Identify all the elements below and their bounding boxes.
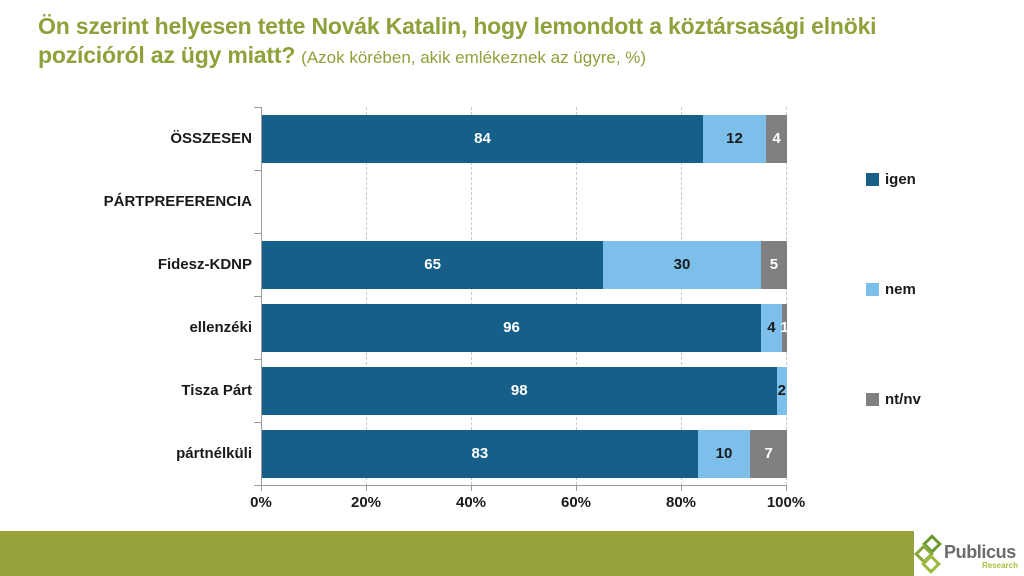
bar-segment-ntnv: 1 xyxy=(780,303,789,352)
x-axis: 0% 20% 40% 60% 80% 100% xyxy=(250,485,805,515)
bar-segment-igen: 98 xyxy=(262,366,777,415)
bar-value-label: 30 xyxy=(673,256,691,273)
legend-item-nem: nem xyxy=(866,281,916,298)
bar-value-label: 65 xyxy=(424,256,441,273)
x-axis-tick xyxy=(366,485,367,491)
legend-label: nem xyxy=(885,281,916,298)
bar-row: 83 10 7 xyxy=(262,429,787,478)
x-axis-tick-label: 20% xyxy=(350,494,382,511)
x-axis-tick xyxy=(576,485,577,491)
bar-value-label: 4 xyxy=(767,319,776,336)
legend-item-ntnv: nt/nv xyxy=(866,391,921,408)
bar-value-label: 83 xyxy=(471,445,489,462)
bar-segment-nem: 12 xyxy=(703,114,766,163)
bar-segment-igen: 96 xyxy=(262,303,761,352)
category-axis: ÖSSZESEN PÁRTPREFERENCIA Fidesz-KDNP ellenz… xyxy=(20,107,252,485)
bar-value-label: 7 xyxy=(764,445,773,462)
gridline xyxy=(576,107,577,485)
legend-swatch xyxy=(866,283,879,296)
bar-row: 98 2 xyxy=(262,366,787,415)
x-axis-tick xyxy=(681,485,682,491)
x-axis-tick-label: 60% xyxy=(560,494,592,511)
x-axis-tick xyxy=(786,485,787,491)
y-axis-tick xyxy=(254,422,262,423)
chart-title: Ön szerint helyesen tette Novák Katalin,… xyxy=(38,12,983,71)
gridline xyxy=(471,107,472,485)
bar-segment-nem: 4 xyxy=(761,303,782,352)
legend-label: igen xyxy=(885,171,916,188)
category-label: Fidesz-KDNP xyxy=(157,256,252,273)
bar-row: 65 30 5 xyxy=(262,240,787,289)
footer-bar xyxy=(0,531,914,576)
category-label: Tisza Párt xyxy=(181,382,252,399)
title-main: Ön szerint helyesen tette Novák Katalin,… xyxy=(38,13,877,69)
brand-subtitle: Research xyxy=(981,561,1018,570)
category-label: PÁRTPREFERENCIA xyxy=(103,193,252,210)
category-label: ÖSSZESEN xyxy=(170,130,252,147)
legend-item-igen: igen xyxy=(866,171,916,188)
bar-segment-nem: 10 xyxy=(697,429,751,478)
bar-value-label: 2 xyxy=(777,382,786,399)
x-axis-line xyxy=(255,485,787,486)
category-label: ellenzéki xyxy=(189,319,252,336)
bar-value-label: 12 xyxy=(726,130,743,147)
bar-segment-igen: 83 xyxy=(262,429,698,478)
gridline xyxy=(786,107,787,485)
bar-segment-ntnv: 7 xyxy=(750,429,787,478)
bar-value-label: 1 xyxy=(780,319,789,336)
bar-value-label: 4 xyxy=(772,130,781,147)
bar-value-label: 5 xyxy=(769,256,779,273)
legend-swatch xyxy=(866,393,879,406)
bar-segment-igen: 65 xyxy=(262,240,604,289)
x-axis-tick-label: 80% xyxy=(665,494,697,511)
bar-segment-ntnv: 4 xyxy=(766,114,787,163)
category-label: pártnélküli xyxy=(176,445,252,462)
bar-row: 96 4 1 xyxy=(262,303,789,352)
brand-name: Publicus xyxy=(944,542,1016,562)
bar-value-label: 98 xyxy=(510,382,528,399)
bar-value-label: 84 xyxy=(474,130,491,147)
x-axis-tick-label: 40% xyxy=(455,494,487,511)
publicus-logo: Publicus Research xyxy=(914,533,1020,574)
title-subtitle: (Azok körében, akik emlékeznek az ügyre,… xyxy=(301,48,647,68)
bar-value-label: 10 xyxy=(715,445,733,462)
gridline xyxy=(681,107,682,485)
x-axis-tick-label: 100% xyxy=(766,494,806,511)
legend-label: nt/nv xyxy=(885,391,921,408)
x-axis-tick xyxy=(261,485,262,491)
y-axis-tick xyxy=(254,107,262,108)
gridline xyxy=(366,107,367,485)
bar-segment-nem: 2 xyxy=(776,366,787,415)
y-axis-tick xyxy=(254,296,262,297)
x-axis-tick xyxy=(471,485,472,491)
legend-swatch xyxy=(866,173,879,186)
bar-segment-nem: 30 xyxy=(603,240,761,289)
bar-segment-igen: 84 xyxy=(262,114,703,163)
plot-area: 84 12 4 65 30 5 96 4 1 98 2 83 10 7 xyxy=(254,107,789,486)
y-axis-tick xyxy=(254,170,262,171)
y-axis-tick xyxy=(254,359,262,360)
bar-segment-ntnv: 5 xyxy=(760,240,787,289)
y-axis-tick xyxy=(254,233,262,234)
bar-row: 84 12 4 xyxy=(262,114,787,163)
bar-value-label: 96 xyxy=(503,319,520,336)
x-axis-tick-label: 0% xyxy=(250,494,272,511)
